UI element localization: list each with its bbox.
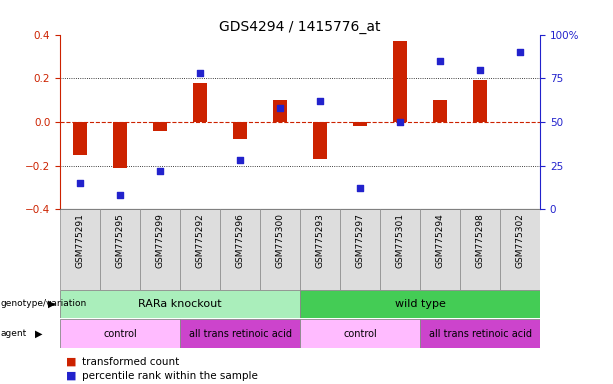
Text: ▶: ▶	[48, 299, 55, 309]
Point	[475, 66, 485, 73]
Bar	[60, 290, 300, 318]
Text: wild type: wild type	[395, 299, 446, 309]
Text: all trans retinoic acid: all trans retinoic acid	[428, 328, 531, 339]
Bar	[60, 319, 180, 348]
Bar	[473, 80, 487, 122]
Bar	[393, 41, 407, 122]
Text: RARa knockout: RARa knockout	[139, 299, 222, 309]
Bar	[420, 209, 460, 290]
Point	[155, 168, 165, 174]
Text: ■: ■	[66, 357, 80, 367]
Text: control: control	[103, 328, 137, 339]
Bar	[73, 122, 87, 155]
Bar	[273, 100, 287, 122]
Bar	[353, 122, 367, 126]
Text: ■: ■	[66, 371, 80, 381]
Bar	[500, 209, 540, 290]
Bar	[300, 209, 340, 290]
Text: GSM775301: GSM775301	[395, 214, 405, 268]
Text: ▶: ▶	[35, 328, 42, 339]
Point	[515, 49, 525, 55]
Point	[195, 70, 205, 76]
Bar	[460, 209, 500, 290]
Point	[395, 119, 405, 125]
Text: GSM775294: GSM775294	[436, 214, 444, 268]
Bar	[260, 209, 300, 290]
Bar	[100, 209, 140, 290]
Text: GSM775291: GSM775291	[75, 214, 85, 268]
Bar	[113, 122, 127, 168]
Text: GSM775296: GSM775296	[235, 214, 245, 268]
Point	[75, 180, 85, 186]
Text: GSM775293: GSM775293	[316, 214, 324, 268]
Text: transformed count: transformed count	[82, 357, 179, 367]
Bar	[153, 122, 167, 131]
Title: GDS4294 / 1415776_at: GDS4294 / 1415776_at	[219, 20, 381, 33]
Bar	[60, 209, 100, 290]
Point	[355, 185, 365, 191]
Text: GSM775295: GSM775295	[116, 214, 124, 268]
Point	[435, 58, 445, 64]
Point	[315, 98, 325, 104]
Bar	[300, 319, 420, 348]
Bar	[220, 209, 260, 290]
Bar	[180, 319, 300, 348]
Text: GSM775300: GSM775300	[276, 214, 284, 268]
Text: GSM775298: GSM775298	[476, 214, 484, 268]
Point	[115, 192, 125, 199]
Text: GSM775292: GSM775292	[196, 214, 205, 268]
Text: GSM775302: GSM775302	[516, 214, 525, 268]
Bar	[420, 319, 540, 348]
Bar	[433, 100, 447, 122]
Text: agent: agent	[1, 329, 27, 338]
Bar	[340, 209, 380, 290]
Point	[275, 105, 285, 111]
Bar	[380, 209, 420, 290]
Bar	[193, 83, 207, 122]
Bar	[313, 122, 327, 159]
Text: genotype/variation: genotype/variation	[1, 300, 87, 308]
Bar	[300, 290, 540, 318]
Bar	[180, 209, 220, 290]
Bar	[140, 209, 180, 290]
Text: percentile rank within the sample: percentile rank within the sample	[82, 371, 257, 381]
Text: control: control	[343, 328, 377, 339]
Point	[235, 157, 245, 164]
Text: GSM775297: GSM775297	[356, 214, 365, 268]
Text: all trans retinoic acid: all trans retinoic acid	[189, 328, 292, 339]
Text: GSM775299: GSM775299	[156, 214, 164, 268]
Bar	[233, 122, 247, 139]
